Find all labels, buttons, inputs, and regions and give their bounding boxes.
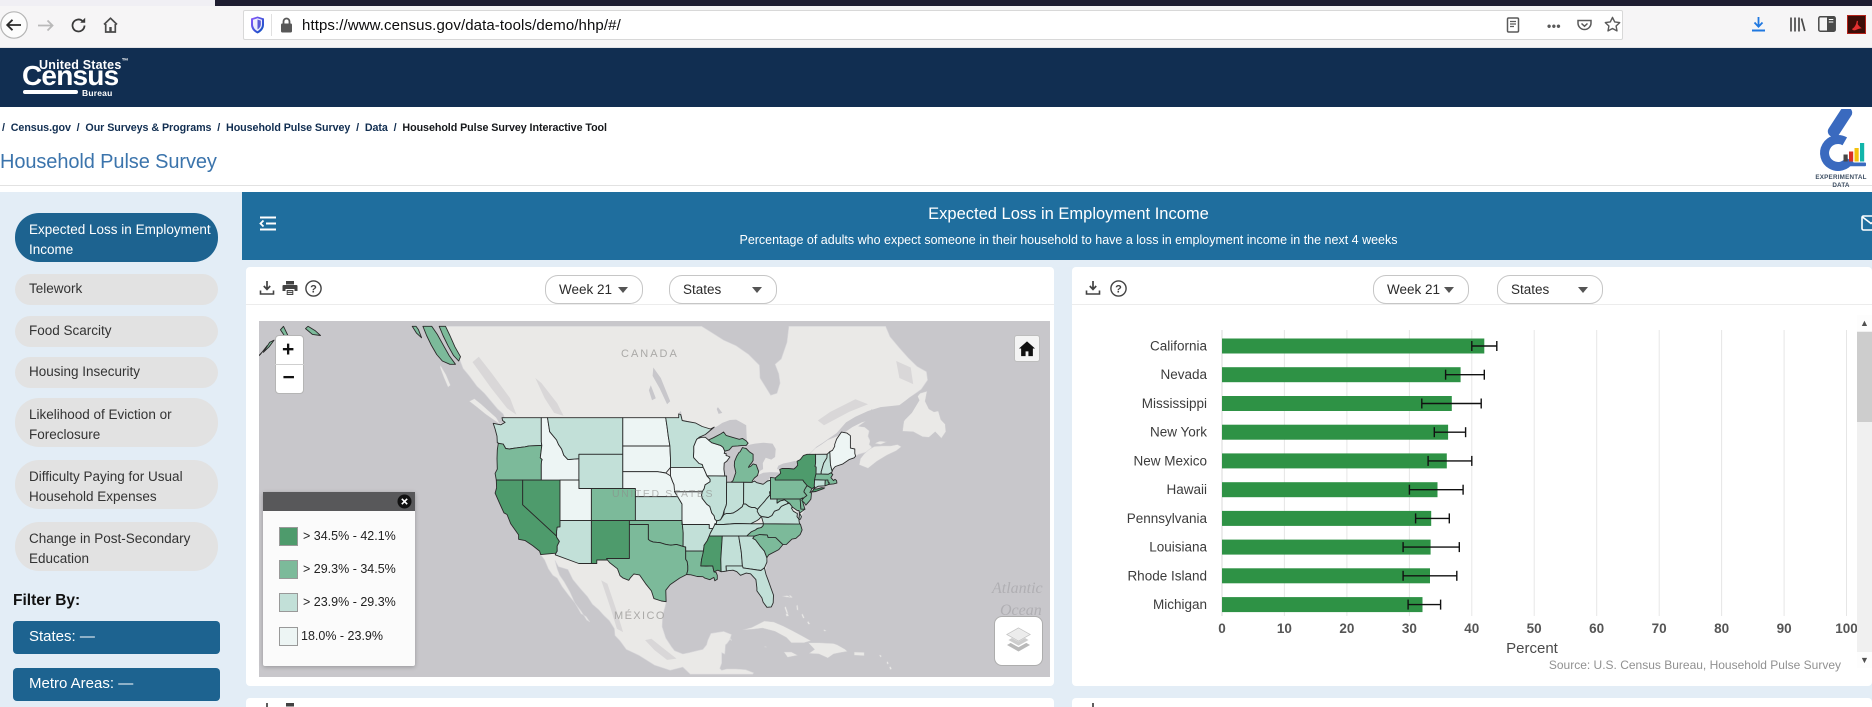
svg-text:90: 90: [1777, 621, 1792, 636]
svg-text:MÉXICO: MÉXICO: [614, 609, 666, 622]
svg-text:10: 10: [1277, 621, 1292, 636]
svg-text:DATA: DATA: [1832, 182, 1850, 189]
svg-text:40: 40: [1464, 621, 1479, 636]
svg-text:Hawaii: Hawaii: [1166, 482, 1207, 497]
svg-text:50: 50: [1527, 621, 1542, 636]
svg-text:UNITED STATES: UNITED STATES: [612, 488, 714, 500]
svg-text:30: 30: [1402, 621, 1417, 636]
svg-text:100: 100: [1835, 621, 1858, 636]
svg-text:60: 60: [1589, 621, 1604, 636]
svg-text:Louisiana: Louisiana: [1149, 540, 1207, 555]
svg-text:California: California: [1150, 339, 1208, 354]
svg-text:Atlantic: Atlantic: [991, 580, 1043, 597]
svg-text:0: 0: [1218, 621, 1226, 636]
svg-text:New Mexico: New Mexico: [1133, 453, 1207, 468]
svg-text:Ocean: Ocean: [1000, 602, 1042, 619]
svg-text:EXPERIMENTAL: EXPERIMENTAL: [1815, 174, 1866, 181]
svg-text:?: ?: [310, 283, 317, 295]
svg-text:Pennsylvania: Pennsylvania: [1127, 511, 1208, 526]
svg-text:80: 80: [1714, 621, 1729, 636]
svg-text:?: ?: [1115, 283, 1122, 295]
svg-text:Rhode Island: Rhode Island: [1127, 568, 1207, 583]
svg-text:Nevada: Nevada: [1160, 367, 1207, 382]
svg-text:Mississippi: Mississippi: [1142, 396, 1207, 411]
svg-text:CANADA: CANADA: [621, 348, 679, 360]
svg-text:Source: U.S. Census Bureau, Ho: Source: U.S. Census Bureau, Household Pu…: [1549, 658, 1841, 672]
svg-text:20: 20: [1339, 621, 1354, 636]
svg-text:70: 70: [1652, 621, 1667, 636]
svg-text:New York: New York: [1150, 425, 1207, 440]
svg-text:Michigan: Michigan: [1153, 597, 1207, 612]
svg-text:Percent: Percent: [1506, 640, 1559, 657]
